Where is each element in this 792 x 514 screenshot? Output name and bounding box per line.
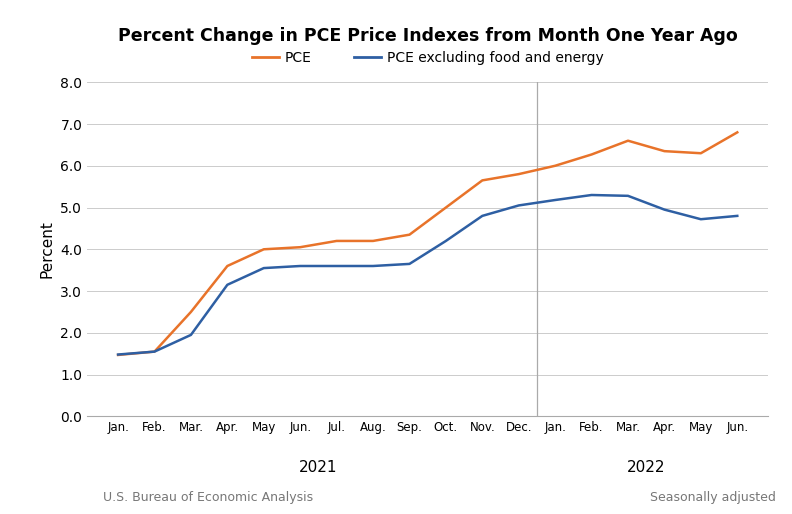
Text: U.S. Bureau of Economic Analysis: U.S. Bureau of Economic Analysis [103,491,313,504]
Text: 2021: 2021 [299,460,337,475]
Text: Seasonally adjusted: Seasonally adjusted [650,491,776,504]
Title: Percent Change in PCE Price Indexes from Month One Year Ago: Percent Change in PCE Price Indexes from… [118,27,737,45]
Text: 2022: 2022 [627,460,665,475]
Legend: PCE, PCE excluding food and energy: PCE, PCE excluding food and energy [246,46,609,71]
Y-axis label: Percent: Percent [40,221,55,278]
